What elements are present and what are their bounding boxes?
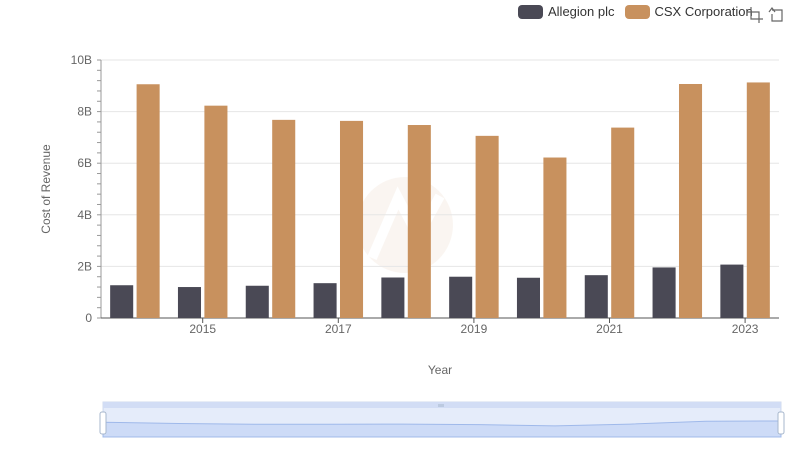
- y-tick-label: 2B: [77, 259, 92, 273]
- bar-allegion-2014[interactable]: [110, 285, 134, 318]
- bar-csx-2018[interactable]: [407, 125, 431, 319]
- zoom-icon[interactable]: [746, 6, 764, 24]
- x-tick-label: 2023: [732, 322, 759, 336]
- bar-allegion-2016[interactable]: [245, 285, 269, 318]
- data-zoom-handle-bar[interactable]: [103, 402, 781, 408]
- y-tick-label: 4B: [77, 208, 92, 222]
- data-zoom-right-handle[interactable]: [777, 411, 785, 435]
- legend-item-allegion[interactable]: Allegion plc: [518, 4, 615, 19]
- bar-allegion-2019[interactable]: [449, 276, 473, 318]
- legend: Allegion plc CSX Corporation: [518, 4, 763, 19]
- bar-allegion-2020[interactable]: [516, 277, 541, 318]
- data-zoom-slider[interactable]: [99, 401, 785, 438]
- bar-allegion-2022[interactable]: [652, 267, 676, 318]
- y-axis-title: Cost of Revenue: [39, 144, 53, 234]
- y-tick-label: 6B: [77, 156, 92, 170]
- bar-csx-2020[interactable]: [543, 157, 567, 318]
- bar-csx-2016[interactable]: [272, 119, 296, 318]
- x-tick-label: 2015: [189, 322, 216, 336]
- toolbox: [746, 6, 790, 24]
- bar-allegion-2023[interactable]: [720, 264, 744, 318]
- y-tick-label: 8B: [77, 105, 92, 119]
- y-tick-label: 10B: [71, 53, 92, 67]
- bars: [110, 82, 770, 319]
- legend-label-allegion: Allegion plc: [548, 4, 615, 19]
- watermark-logo: [357, 177, 453, 273]
- bar-allegion-2017[interactable]: [313, 283, 337, 318]
- legend-swatch-csx: [624, 4, 650, 19]
- data-zoom-left-handle[interactable]: [99, 411, 107, 435]
- data-zoom-grip[interactable]: [438, 404, 444, 407]
- bar-csx-2019[interactable]: [475, 135, 499, 318]
- legend-item-csx[interactable]: CSX Corporation: [624, 4, 753, 19]
- bar-csx-2014[interactable]: [136, 84, 160, 318]
- bar-csx-2017[interactable]: [339, 120, 364, 318]
- bar-csx-2022[interactable]: [678, 83, 703, 318]
- bar-allegion-2021[interactable]: [584, 275, 608, 318]
- legend-label-csx: CSX Corporation: [654, 4, 753, 19]
- x-axis-title: Year: [428, 363, 452, 377]
- x-tick-label: 2017: [325, 322, 352, 336]
- data-zoom-selection[interactable]: [103, 402, 781, 437]
- bar-csx-2023[interactable]: [746, 82, 770, 318]
- x-axis: 2015 2017 2019 2021 2023: [101, 317, 779, 336]
- y-tick-label: 0: [85, 311, 92, 325]
- x-tick-label: 2019: [461, 322, 488, 336]
- bar-csx-2015[interactable]: [204, 105, 228, 318]
- restore-icon[interactable]: [768, 6, 786, 24]
- legend-swatch-allegion: [518, 4, 543, 19]
- bar-allegion-2018[interactable]: [381, 277, 405, 318]
- y-axis: 0 2B 4B 6B 8B 10B: [71, 53, 102, 325]
- x-tick-label: 2021: [596, 322, 623, 336]
- bar-allegion-2015[interactable]: [177, 287, 202, 318]
- bar-csx-2021[interactable]: [611, 127, 635, 318]
